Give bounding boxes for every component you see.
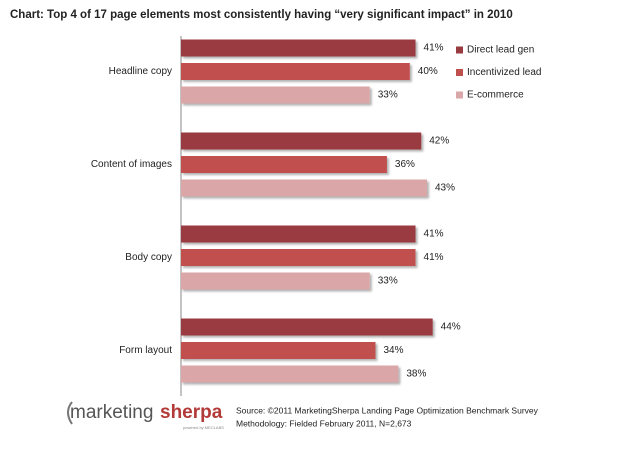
source-line: Source: ©2011 MarketingSherpa Landing Pa… (236, 405, 539, 415)
value-label: 44% (441, 322, 461, 333)
value-label: 33% (378, 90, 398, 101)
value-label: 36% (395, 159, 415, 170)
bar (181, 63, 410, 80)
bar (181, 132, 422, 150)
bar (181, 365, 399, 383)
value-label: 41% (424, 252, 444, 263)
bar (181, 86, 370, 104)
logo-first: marketing (70, 402, 153, 423)
chart-title: Chart: Top 4 of 17 page elements most co… (10, 9, 513, 21)
value-label: 40% (418, 66, 438, 77)
bar (181, 249, 416, 266)
value-label: 33% (378, 276, 398, 287)
legend-swatch (456, 91, 463, 99)
value-label: 41% (424, 43, 444, 54)
legend-label: Direct lead gen (467, 45, 534, 56)
logo: marketing sherpa powered by MECLABS (67, 401, 224, 430)
bar (181, 318, 433, 336)
bar (181, 39, 416, 57)
category-label: Content of images (91, 159, 172, 170)
value-label: 43% (435, 183, 455, 194)
value-label: 41% (424, 229, 444, 240)
logo-tagline: powered by MECLABS (183, 425, 224, 430)
bar (181, 179, 427, 197)
bar (181, 342, 376, 359)
source-line: Methodology: Fielded February 2011, N=2,… (236, 418, 412, 428)
bar (181, 225, 416, 243)
legend-swatch (456, 69, 463, 76)
logo-second: sherpa (160, 402, 223, 423)
legend-label: E-commerce (467, 90, 524, 101)
category-label: Body copy (125, 252, 172, 263)
legend-label: Incentivized lead (467, 67, 542, 78)
value-label: 34% (383, 345, 403, 356)
bar (181, 272, 370, 290)
value-label: 42% (429, 136, 449, 147)
value-label: 38% (406, 369, 426, 380)
bar (181, 156, 387, 173)
legend-swatch (456, 46, 463, 54)
category-label: Form layout (119, 345, 172, 356)
logo-icon (67, 401, 73, 425)
category-label: Headline copy (109, 66, 172, 77)
